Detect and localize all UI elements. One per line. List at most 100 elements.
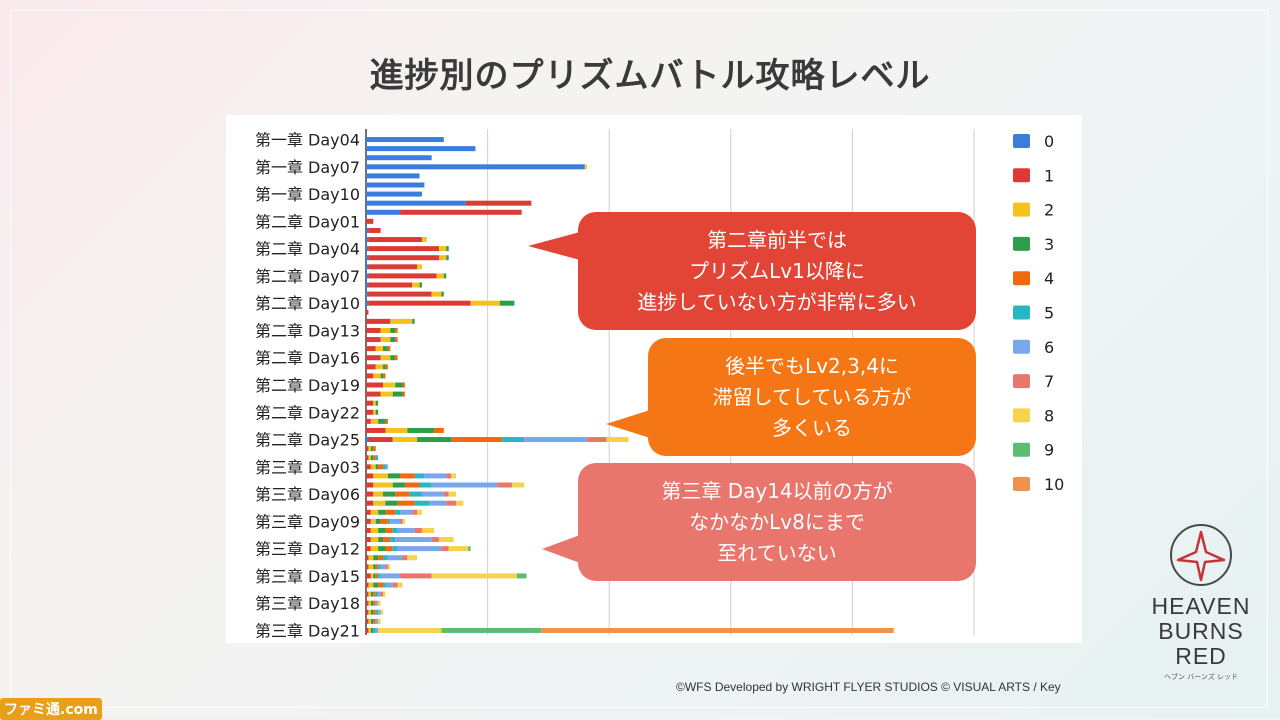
bar-segment [366,564,369,570]
bar-segment [370,537,379,543]
legend-label: 6 [1044,338,1054,357]
legend-swatch [1013,236,1030,251]
logo-wordmark: HEAVEN BURNS RED [1151,593,1251,669]
bar-segment [380,327,391,333]
watermark: ファミ通.com [0,698,102,720]
bar-segment [370,455,374,461]
bar-segment [370,546,379,552]
bar-segment [366,255,369,261]
bar-segment [421,491,444,497]
bar-segment [387,518,391,524]
bar-segment [375,600,379,606]
bar-segment [366,446,369,452]
legend-label: 3 [1044,235,1054,254]
bar-segment [368,237,422,243]
bar-segment [587,437,607,443]
bar-segment [366,573,371,579]
bar-segment [373,473,388,479]
callout-1-line-3: 進捗していない方が非常に多い [637,289,917,314]
bar-segment [366,182,425,188]
bar-segment [380,591,384,597]
bar-segment [370,609,374,615]
bar-segment [370,527,379,533]
legend-swatch [1013,442,1030,457]
bar-segment [385,527,393,533]
legend-swatch [1013,271,1030,286]
bar-segment [366,318,391,324]
bar-segment [392,482,405,488]
bar-segment [373,373,381,379]
bar-segment [441,546,449,552]
callout-3: 第三章 Day14以前の方が なかなかLv8にまで 至れていない [578,463,976,581]
bar-segment [412,318,415,324]
bar-segment [373,400,376,406]
bar-segment [606,437,629,443]
bar-segment [390,355,396,361]
bar-segment [385,427,408,433]
bar-segment [373,582,379,588]
bar-segment [417,264,422,270]
bar-segment [397,500,415,506]
bar-segment [373,591,376,597]
legend-swatch [1013,134,1030,148]
bar-segment [378,537,384,543]
legend-label: 5 [1044,304,1054,323]
bar-segment [366,391,381,397]
bar-segment [446,500,456,506]
bar-segment [383,346,388,352]
bar-segment [366,400,374,406]
bar-segment [436,273,444,279]
bar-segment [366,164,585,170]
bar-segment [370,464,376,470]
bar-segment [366,455,369,461]
bar-segment [397,527,415,533]
bar-segment [366,137,444,143]
category-tick-label: 第二章 Day22 [255,403,360,422]
bar-segment [470,300,500,306]
bar-segment [400,518,403,524]
bar-segment [366,273,369,279]
bar-segment [375,455,379,461]
bar-segment [373,482,393,488]
bar-segment [373,609,376,615]
bar-segment [368,582,374,588]
bar-segment [366,218,374,224]
bar-segment [397,546,442,552]
bar-segment [431,573,517,579]
bar-segment [366,337,381,343]
bar-segment [370,518,376,524]
legend-label: 4 [1044,269,1054,288]
bar-segment [373,618,376,624]
bar-segment [451,437,503,443]
bar-segment [375,618,379,624]
logo-emblem-icon [1170,524,1232,586]
bar-segment [383,591,386,597]
bar-segment [395,355,398,361]
bar-segment [468,546,471,552]
legend-label: 2 [1044,201,1054,220]
callout-1-line-2: プリズムLv1以降に [689,258,865,283]
bar-segment [383,537,391,543]
bar-segment [395,509,401,515]
bar-segment [402,391,405,397]
bar-segment [366,146,476,152]
bar-segment [375,573,379,579]
bar-segment [380,337,391,343]
bar-segment [390,537,396,543]
bar-segment [375,409,379,415]
legend-label: 10 [1044,475,1064,494]
bar-segment [421,237,427,243]
bar-segment [370,573,374,579]
bar-segment [385,509,396,515]
bar-segment [407,555,418,561]
bar-segment [390,518,401,524]
bar-segment [378,600,381,606]
bar-segment [373,555,379,561]
bar-segment [375,464,379,470]
bar-segment [366,627,369,633]
bar-segment [366,291,369,297]
bar-segment [366,482,374,488]
bar-segment [366,582,369,588]
bar-segment [383,555,388,561]
bar-segment [368,591,371,597]
